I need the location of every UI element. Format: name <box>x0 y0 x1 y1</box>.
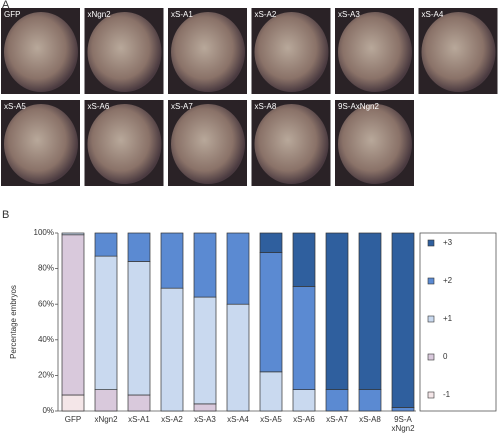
legend-label: +1 <box>443 314 453 323</box>
bar-segment <box>193 296 217 405</box>
photo-label: 9S-AxNgn2 <box>338 102 379 111</box>
legend-swatch <box>427 239 435 247</box>
x-tick-label: xS-A5 <box>260 415 282 424</box>
embryo <box>171 104 245 184</box>
bar-segment <box>358 389 382 412</box>
x-tick-label: xS-A6 <box>293 415 315 424</box>
photo-label: GFP <box>4 10 20 19</box>
bar-segment <box>391 407 415 412</box>
bar-segment <box>391 232 415 408</box>
bar-segment <box>259 371 283 412</box>
photo-label: xS-A1 <box>171 10 193 19</box>
panel-label: A <box>2 0 10 11</box>
bar-segment <box>127 394 151 412</box>
x-tick-label: xS-A1 <box>128 415 150 424</box>
x-tick-label: 9S-A xNgn2 <box>391 415 415 433</box>
bar-segment <box>61 394 85 412</box>
bar-segment <box>94 255 118 390</box>
photo-label: xNgn2 <box>88 10 112 19</box>
bar-segment <box>325 389 349 412</box>
panel-label: B <box>2 209 9 221</box>
y-tick-label: 60% <box>38 299 54 308</box>
bar-segment <box>160 232 184 289</box>
y-tick-label: 20% <box>38 371 54 380</box>
bar-segment <box>94 232 118 257</box>
legend-label: +3 <box>443 238 453 247</box>
legend-label: 0 <box>443 352 448 361</box>
x-tick-label: xS-A7 <box>326 415 348 424</box>
x-tick-label: GFP <box>64 415 82 424</box>
bar-segment <box>61 232 85 236</box>
legend-swatch <box>427 391 435 399</box>
bar-segment <box>160 287 184 412</box>
bar-segment <box>325 232 349 390</box>
embryo <box>4 12 78 92</box>
embryo <box>338 12 412 92</box>
photo-label: xS-A7 <box>171 102 193 111</box>
embryo <box>254 12 329 92</box>
legend-swatch <box>427 315 435 323</box>
embryo <box>87 104 162 184</box>
bar-segment <box>193 232 217 298</box>
bar-segment <box>226 232 250 305</box>
bar-segment <box>358 232 382 390</box>
legend-swatch <box>427 353 435 361</box>
legend-swatch <box>427 277 435 285</box>
bar-segment <box>259 252 283 373</box>
photo-label: xS-A3 <box>338 10 360 19</box>
embryo <box>338 104 412 184</box>
embryo <box>171 12 245 92</box>
photo-label: xS-A2 <box>255 10 277 19</box>
bar-segment <box>193 403 217 412</box>
x-tick-label: xS-A3 <box>194 415 216 424</box>
y-tick-label: 80% <box>38 264 54 273</box>
y-axis-label: Percentage embryos <box>9 285 18 359</box>
bar-segment <box>292 232 316 287</box>
photo-label: xS-A5 <box>4 102 26 111</box>
embryo <box>4 104 78 184</box>
embryo <box>421 12 496 92</box>
y-tick-label: 100% <box>34 228 54 237</box>
x-tick-label: xS-A8 <box>359 415 381 424</box>
bar-segment <box>127 232 151 262</box>
bar-segment <box>226 303 250 412</box>
bar-segment <box>292 389 316 412</box>
x-tick-label: xS-A4 <box>227 415 249 424</box>
photo-label: xS-A4 <box>422 10 444 19</box>
bar-segment <box>94 389 118 412</box>
bar-segment <box>259 232 283 253</box>
embryo <box>87 12 162 92</box>
photo-label: xS-A8 <box>255 102 277 111</box>
y-tick-label: 0% <box>42 406 54 415</box>
bar-segment <box>292 286 316 390</box>
x-tick-label: xS-A2 <box>161 415 183 424</box>
bar-segment <box>61 234 85 396</box>
legend-label: -1 <box>443 390 451 399</box>
y-tick-label: 40% <box>38 335 54 344</box>
embryo <box>254 104 329 184</box>
legend-label: +2 <box>443 276 453 285</box>
bar-segment <box>127 261 151 396</box>
photo-label: xS-A6 <box>88 102 110 111</box>
x-tick-label: xNgn2 <box>94 415 118 424</box>
